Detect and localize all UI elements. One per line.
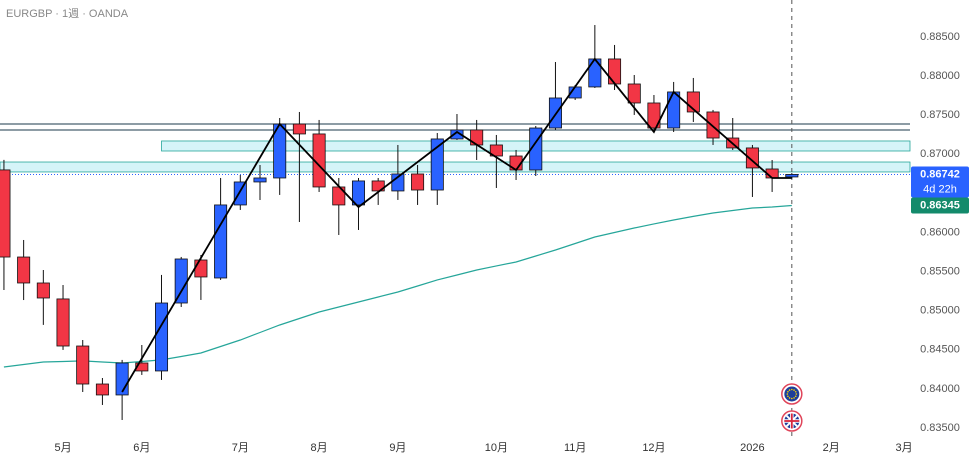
countdown-label: 4d 22h [923,183,957,195]
candle-body [450,129,464,140]
candle-body [233,181,247,206]
flag-star [787,390,789,393]
candle-body [135,362,149,372]
flag-star [793,389,795,391]
y-tick-label: 0.83500 [920,422,960,434]
candle-body [95,383,109,396]
x-tick-label: 10月 [485,442,508,454]
candle-body [312,133,326,188]
x-tick-label: 7月 [232,442,249,454]
candle-body [174,258,188,304]
candle-body [430,138,444,191]
y-tick-label: 0.85500 [920,265,960,277]
y-tick-label: 0.84000 [920,383,960,395]
candle-body [706,111,720,139]
candle-body [627,83,641,104]
x-tick-label: 6月 [133,442,150,454]
moving-average [3,204,792,368]
flag-star [791,388,793,391]
uk-flag-icon [781,410,803,432]
flag-star [793,397,795,399]
x-tick-label: 8月 [311,442,328,454]
flag-star [786,393,789,395]
candle-body [253,177,267,183]
flag-star [794,390,797,393]
y-tick-label: 0.87000 [920,148,960,160]
y-tick-label: 0.86000 [920,226,960,238]
candle-body [489,144,503,157]
candle-body [115,362,129,396]
price-box [911,166,969,198]
last-price-label: 0.86742 [920,168,960,180]
flag-star [788,397,791,399]
candle-body [17,256,31,284]
candle-body [411,173,425,191]
flag-star [787,395,789,398]
candle-body [214,204,228,279]
eu-flag-icon [781,383,803,405]
x-tick-label: 11月 [564,442,586,454]
y-tick-label: 0.84500 [920,344,960,356]
candle-body [608,58,622,85]
candle-body [76,345,90,385]
x-tick-label: 5月 [54,442,71,454]
flag-star [791,397,793,400]
candle-body [785,174,799,178]
candle-body [194,259,208,278]
candle-body [292,123,306,135]
y-tick-label: 0.87500 [920,109,960,121]
chart-title: EURGBP · 1週 · OANDA [6,7,129,20]
flag-star [794,395,797,398]
candle-body [155,302,169,372]
candle-body [36,282,50,299]
candle-body [667,91,681,129]
ma-price-label: 0.86345 [920,199,960,211]
y-tick-label: 0.88000 [920,70,960,82]
candle-body [351,180,365,206]
flag-disc [784,386,800,402]
candle-body [0,169,11,258]
candle-body [56,298,70,347]
x-tick-label: 9月 [389,442,406,454]
candle-body [647,102,661,129]
zigzag-line [121,57,792,393]
y-tick-label: 0.88500 [920,31,960,43]
x-tick-label: 3月 [896,442,913,454]
x-tick-label: 12月 [642,442,665,454]
x-tick-label: 2026 [740,442,764,454]
y-tick-label: 0.85000 [920,305,960,317]
ma-box [911,197,969,214]
zone [0,161,911,173]
x-tick-label: 2月 [823,442,840,454]
flag-star [795,393,798,395]
flag-star [788,389,791,391]
